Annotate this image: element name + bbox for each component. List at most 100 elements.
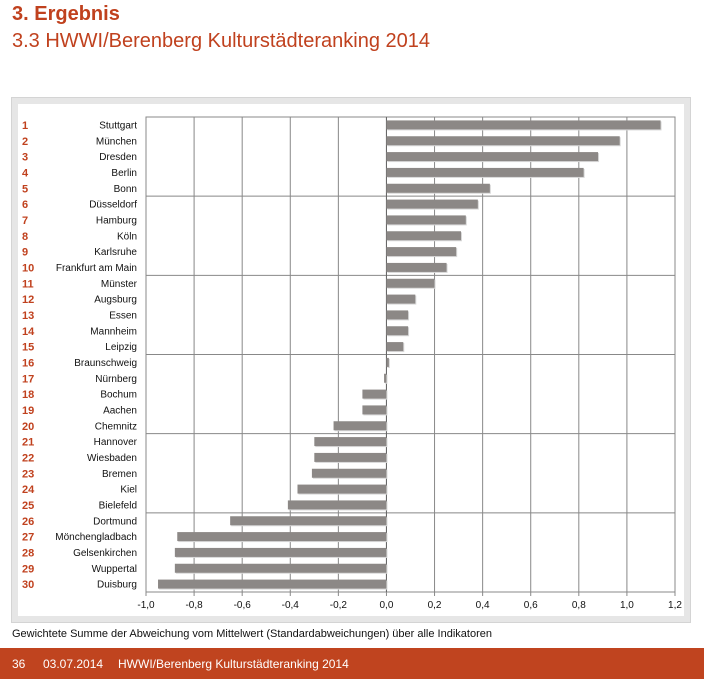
rank-label: 16: [22, 357, 34, 369]
category-label: Köln: [117, 231, 137, 242]
category-label: Bonn: [114, 184, 137, 195]
bar: [386, 357, 389, 367]
rank-label: 4: [22, 167, 29, 179]
bar: [384, 373, 387, 383]
bar: [386, 136, 620, 146]
x-tick-label: -0,8: [185, 600, 203, 611]
bar: [386, 152, 599, 162]
x-tick-label: -0,4: [282, 600, 300, 611]
x-tick-label: -0,6: [234, 600, 252, 611]
bar: [386, 199, 478, 209]
category-label: Berlin: [111, 168, 137, 179]
bar: [386, 183, 490, 193]
rank-label: 18: [22, 389, 34, 401]
bar: [287, 500, 387, 510]
rank-label: 17: [22, 373, 34, 385]
x-tick-label: 1,2: [668, 600, 682, 611]
slide-title: 3. Ergebnis: [12, 3, 120, 25]
slide-subtitle: 3.3 HWWI/Berenberg Kulturstädteranking 2…: [12, 30, 430, 52]
category-label: Bochum: [100, 390, 137, 401]
bar: [174, 563, 387, 573]
rank-label: 8: [22, 231, 28, 243]
category-label: Frankfurt am Main: [56, 263, 137, 274]
x-tick-label: 0,0: [380, 600, 394, 611]
rank-label: 29: [22, 563, 34, 575]
category-label: Aachen: [103, 405, 137, 416]
bar: [386, 310, 409, 320]
bar: [386, 231, 461, 241]
rank-label: 30: [22, 579, 34, 591]
rank-label: 9: [22, 247, 28, 259]
bar: [362, 389, 387, 399]
bar: [386, 247, 457, 257]
rank-label: 6: [22, 199, 28, 211]
category-label: Dortmund: [93, 516, 137, 527]
rank-label: 7: [22, 215, 28, 227]
x-tick-label: 0,4: [476, 600, 490, 611]
bar: [362, 405, 387, 415]
rank-label: 25: [22, 500, 34, 512]
rank-label: 20: [22, 421, 34, 433]
rank-label: 14: [22, 326, 35, 338]
category-label: Wuppertal: [92, 564, 137, 575]
bar: [386, 294, 416, 304]
rank-label: 24: [22, 484, 35, 496]
category-label: Nürnberg: [95, 374, 137, 385]
bar: [386, 342, 404, 352]
category-label: Gelsenkirchen: [73, 548, 137, 559]
chart-caption: Gewichtete Summe der Abweichung vom Mitt…: [12, 628, 492, 640]
category-label: Münster: [101, 279, 138, 290]
rank-label: 27: [22, 532, 34, 544]
category-label: Düsseldorf: [89, 200, 137, 211]
bar: [386, 215, 466, 225]
category-label: Mannheim: [90, 326, 137, 337]
bar: [386, 167, 584, 177]
bar: [386, 326, 409, 336]
category-label: Chemnitz: [95, 421, 137, 432]
page-number: 36: [12, 657, 26, 671]
chart-frame: -1,0 -0,8 -0,6 -0,4 -0,2 0,0 0,2 0,4 0,6 0,8 1,0 1,…: [11, 97, 691, 623]
category-label: Hannover: [94, 437, 138, 448]
rank-label: 13: [22, 310, 34, 322]
rank-label: 19: [22, 405, 34, 417]
rank-label: 26: [22, 516, 34, 528]
rank-label: 10: [22, 262, 34, 274]
category-label: Dresden: [99, 152, 137, 163]
x-tick-label: 0,2: [428, 600, 442, 611]
category-label: Stuttgart: [99, 120, 137, 131]
rank-label: 1: [22, 120, 28, 132]
bar: [333, 421, 387, 431]
x-tick-label: -0,2: [330, 600, 348, 611]
rank-label: 3: [22, 152, 28, 164]
bar: [314, 437, 387, 447]
category-label: Kiel: [120, 485, 137, 496]
rank-label: 28: [22, 547, 34, 559]
rank-label: 2: [22, 136, 28, 148]
category-label: Mönchengladbach: [55, 532, 137, 543]
x-tick-label: -1,0: [137, 600, 155, 611]
rank-label: 21: [22, 437, 34, 449]
bar: [297, 484, 387, 494]
rank-label: 22: [22, 452, 34, 464]
footer-text: HWWI/Berenberg Kulturstädteranking 2014: [118, 657, 349, 671]
category-label: Karlsruhe: [94, 247, 137, 258]
chart-area: -1,0 -0,8 -0,6 -0,4 -0,2 0,0 0,2 0,4 0,6 0,8 1,0 1,…: [18, 104, 684, 616]
category-label: Augsburg: [94, 295, 137, 306]
bar: [386, 278, 435, 288]
rank-label: 23: [22, 468, 34, 480]
rank-label: 11: [22, 278, 34, 290]
category-label: Duisburg: [97, 580, 137, 591]
category-label: Bremen: [102, 469, 137, 480]
rank-label: 5: [22, 183, 28, 195]
bar: [230, 516, 387, 526]
footer-date: 03.07.2014: [43, 657, 104, 671]
category-label: Bielefeld: [99, 500, 137, 511]
category-label: München: [96, 136, 137, 147]
category-label: Wiesbaden: [87, 453, 137, 464]
rank-label: 12: [22, 294, 34, 306]
x-tick-label: 0,8: [572, 600, 586, 611]
category-label: Leipzig: [105, 342, 137, 353]
category-label: Essen: [109, 310, 137, 321]
x-tick-label: 1,0: [620, 600, 634, 611]
footer-bar: 36 03.07.2014 HWWI/Berenberg Kulturstädt…: [0, 648, 704, 679]
